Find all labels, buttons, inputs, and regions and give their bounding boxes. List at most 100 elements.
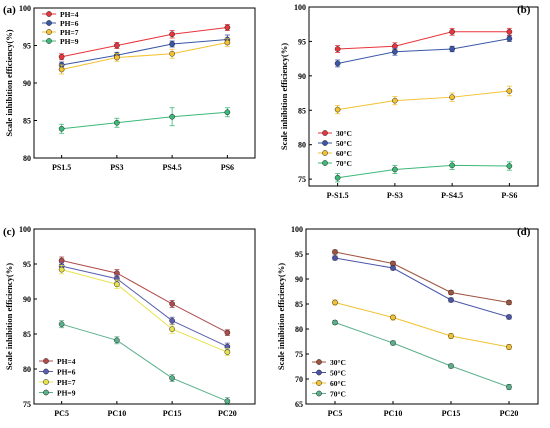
chart-panel-3: (c) 75 80 85 90 95 100 PC5 PC10 PC15 PC20 Scale inh… [3,225,256,418]
plot-frame [305,228,539,405]
y-tick-label: 80 [23,154,31,163]
data-point [169,31,175,38]
chart-panel-1: (a) 80 85 90 95 100 PS1.5 PS3 PS4.5 PS6 Scale inhi… [3,4,256,172]
legend-label: PH=4 [57,357,76,366]
y-tick-label: 90 [298,72,306,81]
data-point [390,314,396,321]
data-point [114,119,120,126]
y-tick-label: 95 [295,250,303,259]
series-4 [334,160,513,183]
x-tick-label: PS4.5 [162,163,181,172]
legend-marker [322,160,328,166]
data-point [169,41,175,47]
series-line [61,265,228,348]
data-point [449,94,455,101]
y-tick-label: 100 [19,4,31,13]
data-point [506,35,513,42]
data-point [448,297,454,303]
data-point [448,289,454,296]
series-line [337,31,510,50]
data-point [332,255,338,261]
legend-marker [43,358,49,364]
y-tick-label: 90 [23,79,31,88]
series-3 [334,85,513,115]
series-line [61,39,228,66]
series-line [334,257,510,318]
data-point [332,299,338,306]
y-tick-label: 75 [23,400,31,409]
legend-marker [322,130,328,136]
data-point [506,344,512,350]
panel-label: (c) [3,226,16,238]
x-tick-label: PC20 [218,409,237,418]
legend-marker [46,29,52,35]
series-1 [332,249,512,306]
x-tick-label: PC15 [163,409,182,418]
x-tick-label: PC10 [384,409,403,418]
data-point [448,363,454,369]
data-point [334,174,341,181]
data-point [114,281,120,288]
data-point [114,54,120,61]
chart-panel-2: (b) 75 80 85 90 95 100 P-S1.5 P-S3 P-S4.5 P-S6 Scal… [279,3,539,200]
legend-label: 50°C [336,139,352,148]
legend-label: PH=4 [60,10,79,19]
y-tick-label: 80 [23,365,31,374]
data-point [169,375,175,381]
series-2 [334,35,513,68]
y-axis-label: Scale inhibition efficiency(%) [4,29,14,136]
y-tick-label: 100 [291,225,303,234]
series-line [61,42,228,70]
legend-label: 30°C [330,358,346,367]
series-line [337,164,510,179]
data-point [506,299,512,306]
data-point [224,109,231,116]
y-axis-label: Scale inhibition efficiency(%) [276,263,286,370]
y-tick-label: 85 [298,106,306,115]
legend-marker [322,150,328,156]
legend-label: PH=9 [57,388,76,397]
data-point [114,337,120,344]
legend-marker [43,379,49,385]
data-point [58,266,65,273]
legend: 30°C50°C60°C70°C [318,129,352,168]
data-point [392,97,398,104]
legend-marker [46,38,52,44]
data-point [334,46,341,52]
x-tick-label: PC15 [442,409,461,418]
series-line [337,38,510,64]
x-tick-label: PC10 [108,409,127,418]
legend-label: PH=7 [57,378,76,387]
series-line [61,269,228,353]
series-2 [332,255,512,320]
data-point [448,333,454,339]
data-point [506,384,512,390]
y-tick-label: 100 [19,225,31,234]
data-point [506,163,513,169]
y-tick-label: 90 [23,295,31,304]
y-tick-label: 85 [23,117,31,126]
y-tick-label: 65 [295,400,303,409]
data-point [58,125,65,132]
data-point [392,166,398,173]
y-tick-label: 85 [295,300,303,309]
legend-label: PH=6 [60,19,79,28]
series-4 [58,107,231,134]
x-tick-label: PC5 [54,409,69,418]
series-line [61,323,228,402]
chart-panel-4: (d) 65 70 75 80 85 90 95 100 PC5 PC10 PC15 PC20 Scale… [276,225,539,418]
series-4 [58,320,231,406]
data-point [224,24,231,31]
y-tick-label: 80 [295,325,303,334]
legend-marker [46,20,52,26]
series-line [334,322,510,388]
panel-label: (b) [517,4,531,16]
legend: 30°C50°C60°C70°C [312,358,346,398]
series-4 [332,319,512,390]
data-point [224,39,231,46]
data-point [334,106,341,113]
legend-marker [43,389,49,396]
y-tick-label: 90 [295,275,303,284]
data-point [506,28,513,35]
